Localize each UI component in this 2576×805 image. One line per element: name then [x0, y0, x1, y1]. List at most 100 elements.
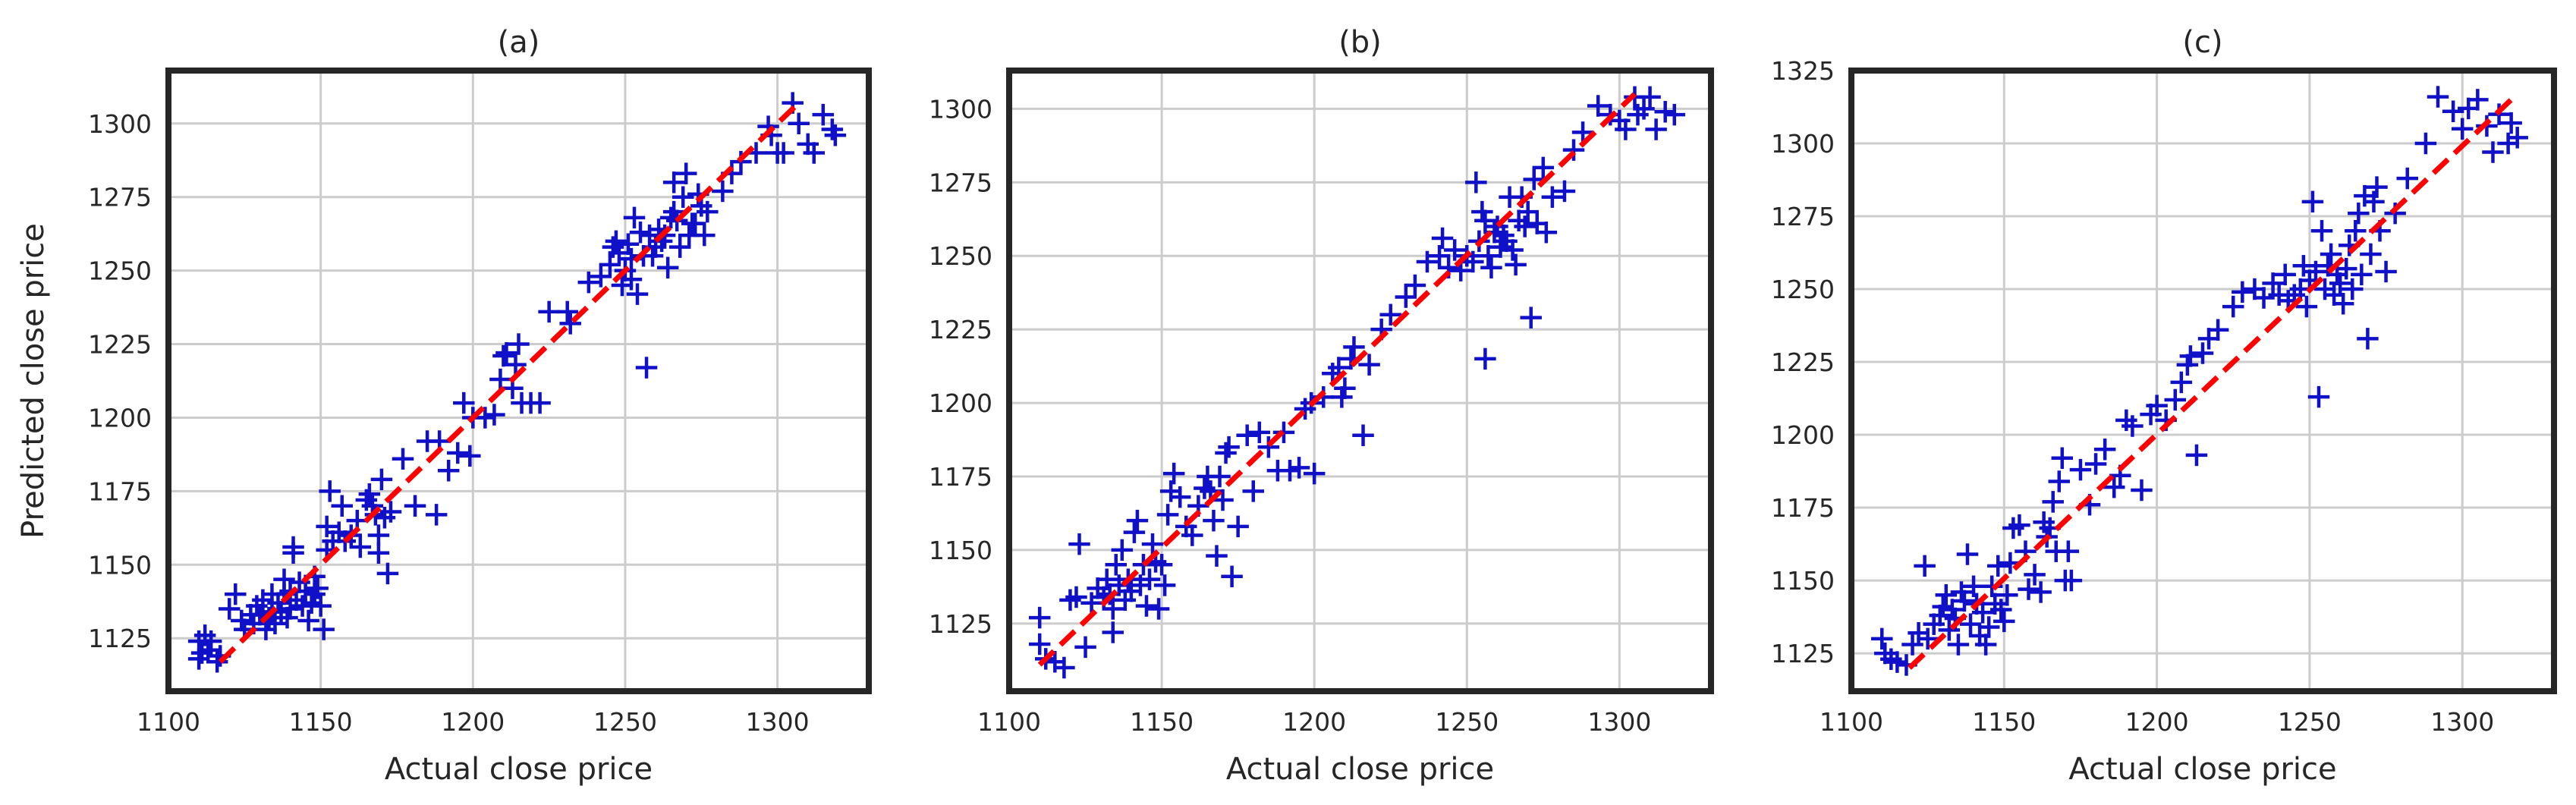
data-point	[474, 407, 496, 429]
data-point	[2122, 415, 2144, 437]
chart-title: (c)	[2182, 25, 2222, 60]
data-point	[1474, 209, 1496, 231]
data-point	[1999, 552, 2021, 574]
x-tick-label: 1150	[289, 707, 353, 737]
data-point	[508, 333, 530, 355]
data-point	[1517, 200, 1539, 223]
x-tick-label: 1100	[137, 707, 200, 737]
x-tick-label: 1100	[977, 707, 1041, 737]
data-point	[1141, 533, 1164, 555]
data-point	[1328, 357, 1350, 379]
axes-frame	[165, 68, 872, 694]
data-point	[1156, 504, 1179, 526]
data-point	[453, 391, 475, 414]
data-point	[425, 504, 448, 526]
data-point	[489, 368, 511, 391]
data-point	[1938, 619, 1961, 641]
data-point	[2348, 202, 2370, 225]
data-point	[2170, 371, 2193, 394]
data-point	[282, 536, 304, 558]
data-point	[2427, 86, 2449, 108]
data-point	[1147, 598, 1170, 620]
data-point	[824, 124, 847, 146]
data-point	[2323, 284, 2345, 306]
data-point	[1279, 459, 1301, 482]
data-point	[2030, 581, 2052, 603]
data-point	[2176, 354, 2199, 376]
data-point	[1331, 386, 1353, 408]
y-tick-label: 1250	[929, 241, 992, 271]
data-point	[1111, 539, 1134, 561]
data-point	[1428, 244, 1451, 267]
data-point	[620, 269, 643, 291]
series-0	[1871, 86, 2528, 676]
data-point	[590, 266, 612, 288]
data-point	[617, 233, 640, 255]
axes-frame	[1006, 68, 1714, 694]
y-tick-label: 1250	[88, 256, 152, 286]
data-point	[2008, 514, 2030, 536]
y-tick-label: 1200	[1771, 420, 1835, 450]
data-point	[2467, 89, 2489, 111]
y-tick-label: 1200	[929, 388, 992, 418]
data-point	[2304, 260, 2327, 283]
y-tick-label: 1175	[1771, 493, 1835, 523]
data-point	[1181, 524, 1203, 546]
data-point	[2197, 328, 2220, 350]
data-point	[1416, 250, 1439, 273]
data-point	[1523, 168, 1545, 190]
data-point	[313, 618, 335, 640]
data-point	[1465, 171, 1487, 193]
reference-line	[1037, 92, 1637, 667]
data-point	[538, 300, 560, 323]
data-point	[2018, 578, 2040, 600]
panel-2: 1100 1150 1200 1250 1300 1125 1150 1175 1200 1225…	[1771, 25, 2557, 787]
data-point	[2500, 112, 2522, 134]
data-point	[316, 515, 338, 538]
data-point	[1917, 627, 1939, 650]
data-point	[675, 162, 697, 184]
data-point	[1645, 118, 1667, 140]
data-point	[2482, 141, 2504, 163]
y-tick-label: 1150	[929, 536, 992, 565]
x-tick-label: 1250	[593, 707, 657, 737]
y-tick-label: 1125	[929, 609, 992, 639]
x-tick-label: 1200	[441, 707, 505, 737]
data-point	[1028, 633, 1051, 656]
data-point	[1502, 239, 1524, 261]
data-point	[1431, 227, 1454, 250]
data-point	[1886, 651, 1908, 673]
data-point	[662, 200, 685, 223]
data-point	[1352, 424, 1374, 446]
data-point	[2396, 167, 2418, 190]
data-point	[370, 468, 393, 491]
data-point	[2222, 295, 2244, 318]
data-point	[2185, 444, 2208, 467]
data-point	[310, 595, 332, 617]
data-point	[392, 448, 414, 470]
data-point	[291, 595, 313, 617]
data-point	[672, 186, 694, 208]
data-point	[812, 103, 835, 126]
data-point	[2042, 491, 2064, 513]
data-point	[483, 404, 505, 426]
data-point	[1257, 436, 1280, 458]
data-point	[1135, 595, 1158, 617]
data-point	[2232, 281, 2254, 303]
data-point	[1443, 239, 1466, 261]
data-point	[2069, 458, 2092, 481]
data-point	[264, 612, 286, 635]
data-point	[1505, 253, 1527, 276]
data-point	[684, 212, 706, 234]
data-point	[635, 357, 658, 379]
data-point	[2357, 328, 2379, 350]
reference-line	[1908, 97, 2514, 670]
data-point	[2351, 263, 2373, 286]
data-point	[2414, 132, 2437, 155]
data-point	[1203, 509, 1225, 532]
y-tick-label: 1275	[929, 168, 992, 197]
data-point	[1404, 274, 1426, 297]
data-point	[1962, 575, 1985, 597]
data-point	[1221, 565, 1243, 588]
data-point	[629, 221, 652, 244]
